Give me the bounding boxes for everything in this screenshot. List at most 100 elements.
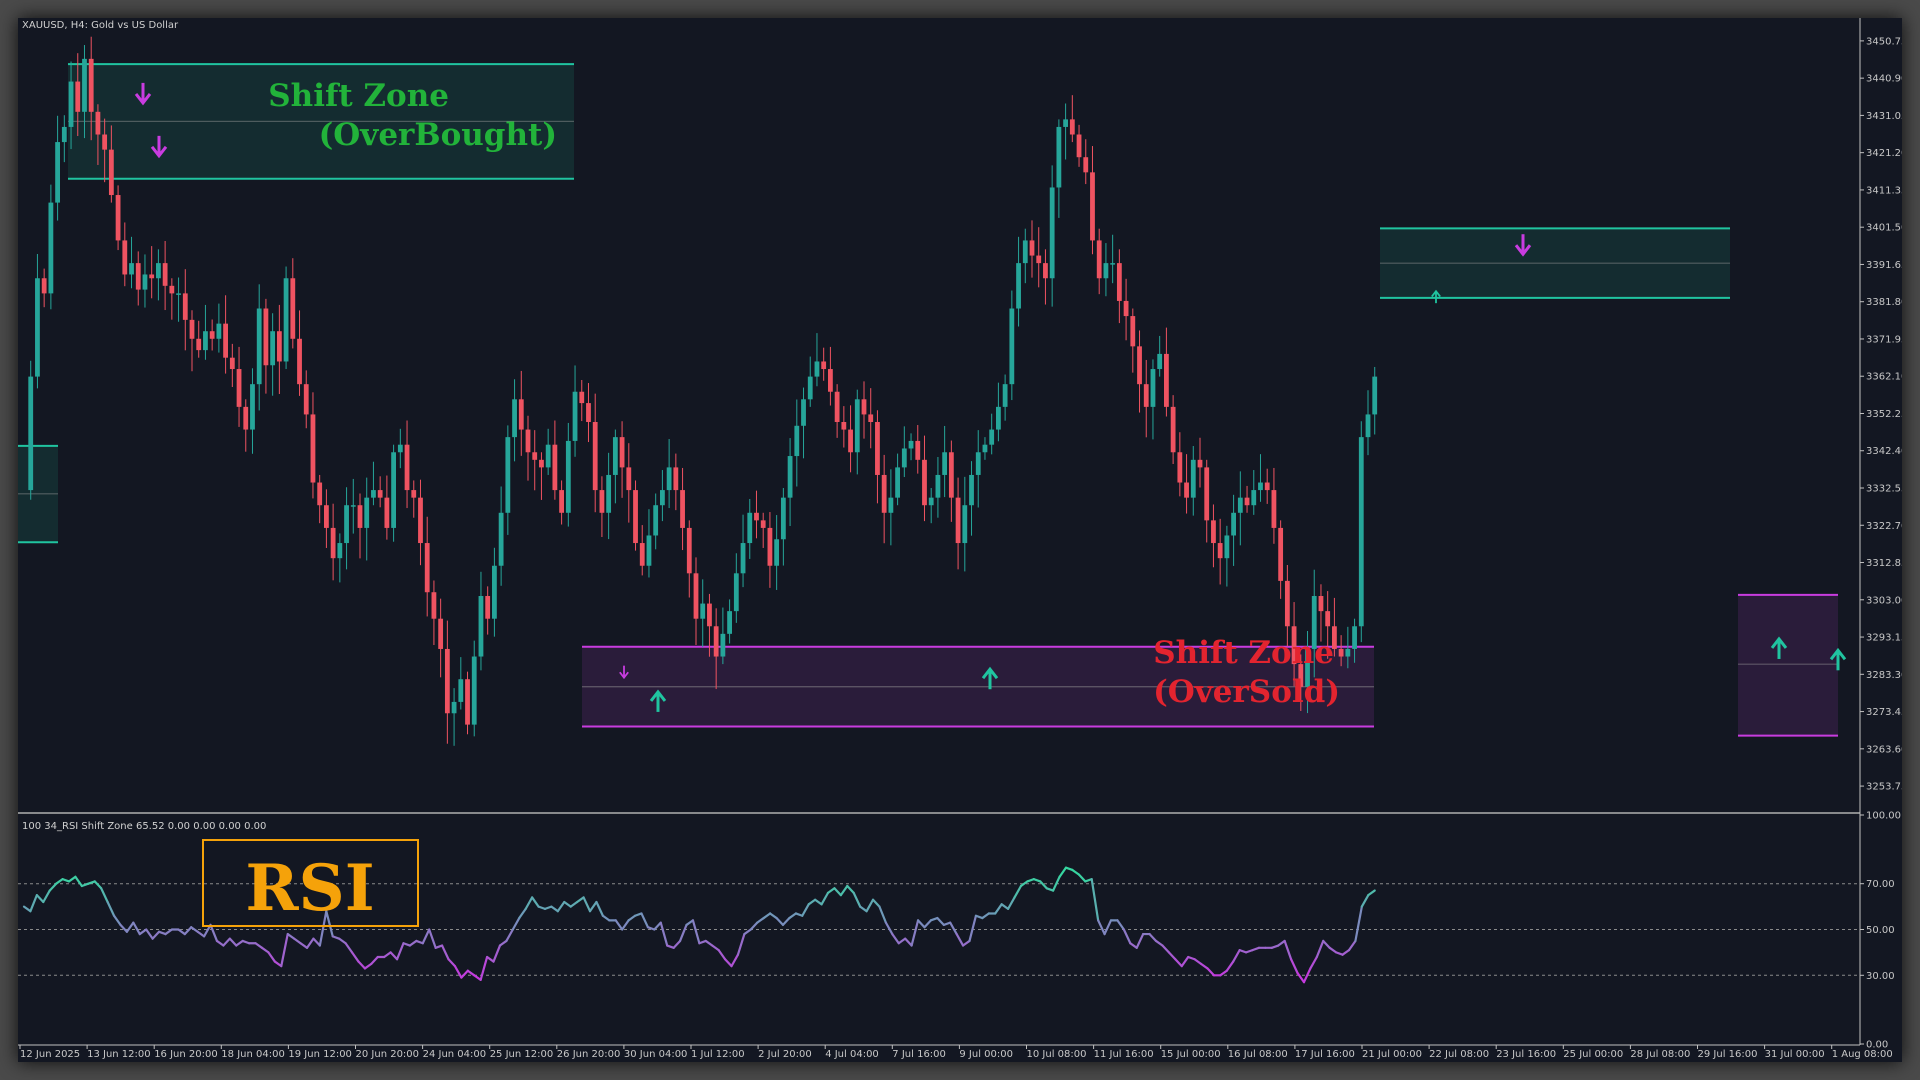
rsi-segment [55,878,64,885]
candle-body [693,573,699,619]
rsi-segment [839,884,849,897]
rsi-segment [762,912,772,920]
candle-body [162,263,168,286]
candle-body [256,308,262,385]
candle-body [196,338,202,351]
rsi-segment [781,916,791,927]
rsi-segment [923,919,933,929]
time-axis[interactable]: 12 Jun 2025 13 Jun 12:00 16 Jun 20:00 18 Ju… [19,1045,1893,1060]
rsi-segment [807,898,817,906]
candle-body [1056,126,1062,188]
chart-window[interactable]: XAUUSD, H4: Gold vs US Dollar Shift Zone… [18,18,1902,1062]
rsi-segment [601,914,611,922]
candle-body [727,611,732,634]
rsi-segment [1270,944,1280,949]
candle-body [754,512,759,521]
candle-body [169,285,175,294]
candle-body [317,482,323,506]
rsi-segment [897,937,907,945]
rsi-segment [344,942,354,954]
candle-body [713,626,719,657]
rsi-axis[interactable]: 100.00 70.00 50.00 30.00 0.00 [1860,811,1901,1051]
candle-body [821,361,827,370]
candle-body [975,452,981,475]
rsi-segment [112,914,122,927]
chart-canvas[interactable]: XAUUSD, H4: Gold vs US Dollar Shift Zone… [18,18,1902,1062]
rsi-segment [1039,880,1048,890]
price-tick-label: 3293.15 [1866,633,1902,644]
rsi-segment [492,944,502,963]
rsi-segment [1180,955,1190,968]
candle-body [1130,316,1136,347]
rsi-segment [87,880,96,885]
candle-body [431,592,437,619]
rsi-segment [511,916,521,931]
candle-body [505,437,511,513]
rsi-segment [1000,903,1010,910]
rsi-segment [48,882,58,892]
candle-body [88,58,94,112]
time-tick-label: 10 Jul 08:00 [1027,1049,1087,1060]
os-zone-label-line2: (OverSold) [1153,674,1340,710]
time-tick-label: 25 Jun 12:00 [490,1049,554,1060]
price-axis[interactable]: 3450.75 3440.90 3431.05 3421.20 3411.35 3401.… [1860,36,1902,793]
rsi-segment [383,951,392,959]
time-tick-label: 30 Jun 04:00 [624,1049,688,1060]
rsi-segment [505,928,514,943]
candle-body [498,512,504,566]
rsi-segment [1058,866,1068,878]
candle-body [834,391,840,422]
rsi-segment [563,900,572,908]
rsi-segment [80,882,90,888]
price-tick-label: 3322.70 [1866,521,1902,532]
candle-body [915,440,921,460]
rsi-segment [473,974,482,981]
candle-body [1318,596,1324,612]
rsi-panel[interactable]: 100 34_RSI Shift Zone 65.52 0.00 0.00 0.… [18,821,1860,984]
candle-body [35,278,40,377]
rsi-segment [672,939,682,949]
rsi-segment [949,921,958,936]
candle-body [297,338,302,385]
candle-body [1177,452,1183,483]
candle-body [881,474,887,513]
rsi-segment [916,919,926,929]
signals-layer [134,82,1847,712]
candle-body [283,278,289,362]
time-tick-label: 19 Jun 12:00 [288,1049,352,1060]
candle-body [700,603,706,619]
rsi-segment [814,898,823,906]
rsi-segment [820,891,830,906]
time-tick-label: 12 Jun 2025 [20,1049,80,1060]
rsi-segment [1360,894,1370,908]
candle-body [1110,263,1116,265]
rsi-segment [338,937,347,945]
rsi-segment [691,919,701,945]
buy-arrow-icon [981,666,999,690]
candle-body [760,520,766,528]
candle-body [1197,459,1203,468]
zones-layer [18,63,1838,737]
candle-body [1009,308,1015,385]
candle-body [397,444,403,453]
candle-body [384,497,390,528]
time-tick-label: 4 Jul 04:00 [825,1049,879,1060]
candle-body [888,497,894,513]
candle-body [1170,406,1176,453]
rsi-segment [138,928,148,936]
price-panel[interactable]: XAUUSD, H4: Gold vs US Dollar Shift Zone… [18,20,1847,746]
candle-body [720,633,726,657]
rsi-segment [209,923,219,943]
rsi-segment [1347,939,1357,952]
rsi-segment [794,912,804,917]
rsi-level-lines [18,883,1860,976]
candle-body [61,126,67,143]
price-tick-label: 3421.20 [1866,148,1902,159]
candle-body [1237,497,1243,513]
price-tick-label: 3362.10 [1866,372,1902,383]
candle-body [142,274,148,290]
candle-body [1204,467,1210,521]
candle-body [1258,482,1263,491]
time-tick-label: 18 Jun 04:00 [221,1049,285,1060]
candle-body [28,376,34,491]
